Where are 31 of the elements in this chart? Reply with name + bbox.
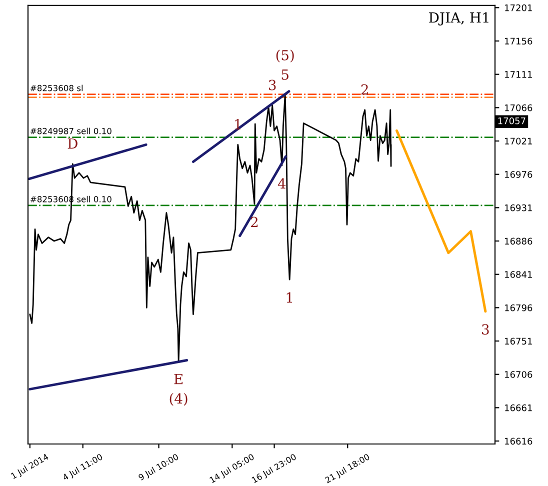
annotation: 1 bbox=[235, 119, 240, 130]
y-tick-label: 16661 bbox=[505, 404, 532, 412]
y-tick-label: 17066 bbox=[505, 104, 532, 112]
y-tick-label: 16706 bbox=[505, 371, 532, 378]
y-tick-label: 16931 bbox=[505, 204, 532, 212]
y-tick-label: 16751 bbox=[505, 338, 532, 345]
annotation: D bbox=[68, 138, 78, 149]
annotation: 4 bbox=[278, 178, 286, 188]
ref-line-label: #8253608 sl bbox=[30, 84, 83, 92]
annotation: (5) bbox=[276, 50, 294, 62]
annotation: 2 bbox=[251, 216, 258, 228]
annotation: 3 bbox=[482, 324, 489, 335]
annotation: 5 bbox=[282, 70, 288, 80]
line-series bbox=[396, 129, 487, 313]
text: 17057 bbox=[498, 117, 526, 124]
y-tick-label: 17021 bbox=[505, 138, 532, 145]
annotation: 3 bbox=[268, 80, 276, 90]
annotation: 1 bbox=[286, 292, 292, 303]
y-tick-label: 17111 bbox=[505, 71, 532, 78]
annotation: 2 bbox=[361, 84, 368, 94]
y-tick-label: 16616 bbox=[505, 438, 532, 445]
y-tick-label: 17201 bbox=[505, 4, 532, 12]
ref-line-label: #8249987 sell 0.10 bbox=[30, 128, 112, 134]
y-tick-label: 17156 bbox=[505, 38, 532, 45]
annotation: (4) bbox=[170, 392, 188, 406]
chart-title: DJIA, H1 bbox=[429, 12, 488, 26]
annotation: E bbox=[174, 374, 183, 384]
y-tick-label: 16796 bbox=[505, 304, 532, 312]
y-tick-label: 16976 bbox=[505, 171, 532, 178]
y-tick-label: 16841 bbox=[505, 271, 532, 278]
y-tick-label: 16886 bbox=[505, 238, 532, 245]
